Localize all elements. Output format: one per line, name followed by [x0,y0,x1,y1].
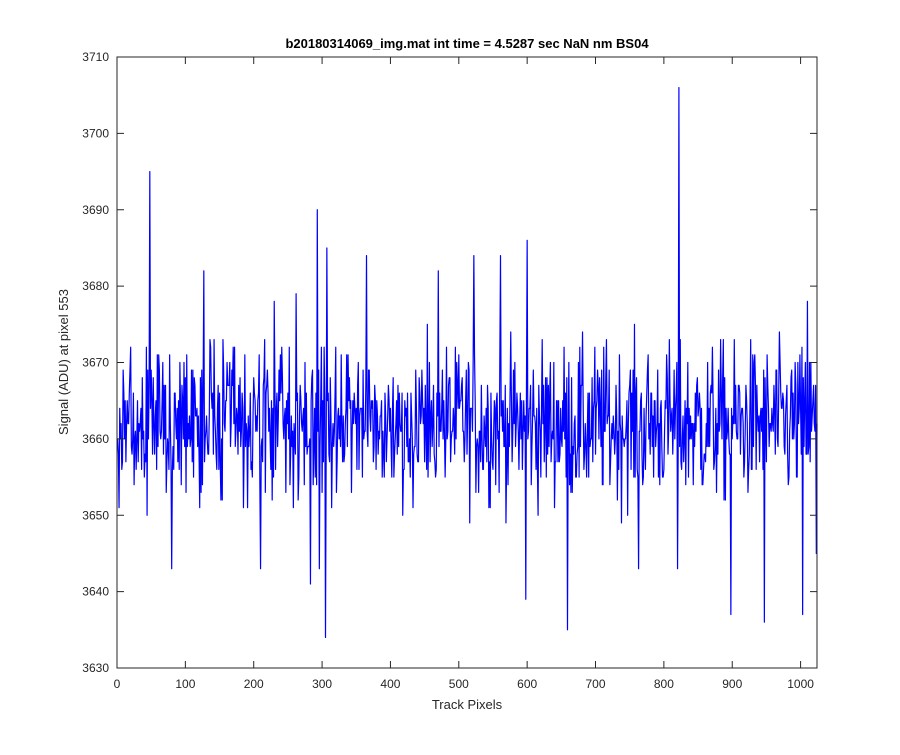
x-tick-label: 800 [654,677,674,691]
y-tick-label: 3710 [82,50,109,64]
x-tick-label: 1000 [787,677,814,691]
x-tick-label: 400 [380,677,400,691]
series-line [117,86,818,639]
y-axis: 3630 3640 3650 3660 3670 3680 3690 3700 3710 [82,50,817,675]
x-axis: 0 100 200 300 400 500 600 700 800 900 1000 [114,57,814,691]
y-tick-label: 3640 [82,585,109,599]
y-tick-label: 3670 [82,356,109,370]
x-tick-label: 500 [449,677,469,691]
x-tick-label: 700 [586,677,606,691]
x-tick-label: 0 [114,677,121,691]
x-tick-label: 900 [722,677,742,691]
chart-title: b20180314069_img.mat int time = 4.5287 s… [285,36,649,51]
y-tick-label: 3700 [82,126,109,140]
y-axis-label: Signal (ADU) at pixel 553 [56,289,71,435]
x-tick-label: 300 [312,677,332,691]
y-tick-label: 3630 [82,661,109,675]
x-tick-label: 600 [517,677,537,691]
y-tick-label: 3650 [82,508,109,522]
y-tick-label: 3680 [82,279,109,293]
x-tick-label: 200 [244,677,264,691]
x-axis-label: Track Pixels [432,697,503,712]
y-tick-label: 3660 [82,432,109,446]
x-tick-label: 100 [175,677,195,691]
data-layer [117,86,818,639]
y-tick-label: 3690 [82,203,109,217]
